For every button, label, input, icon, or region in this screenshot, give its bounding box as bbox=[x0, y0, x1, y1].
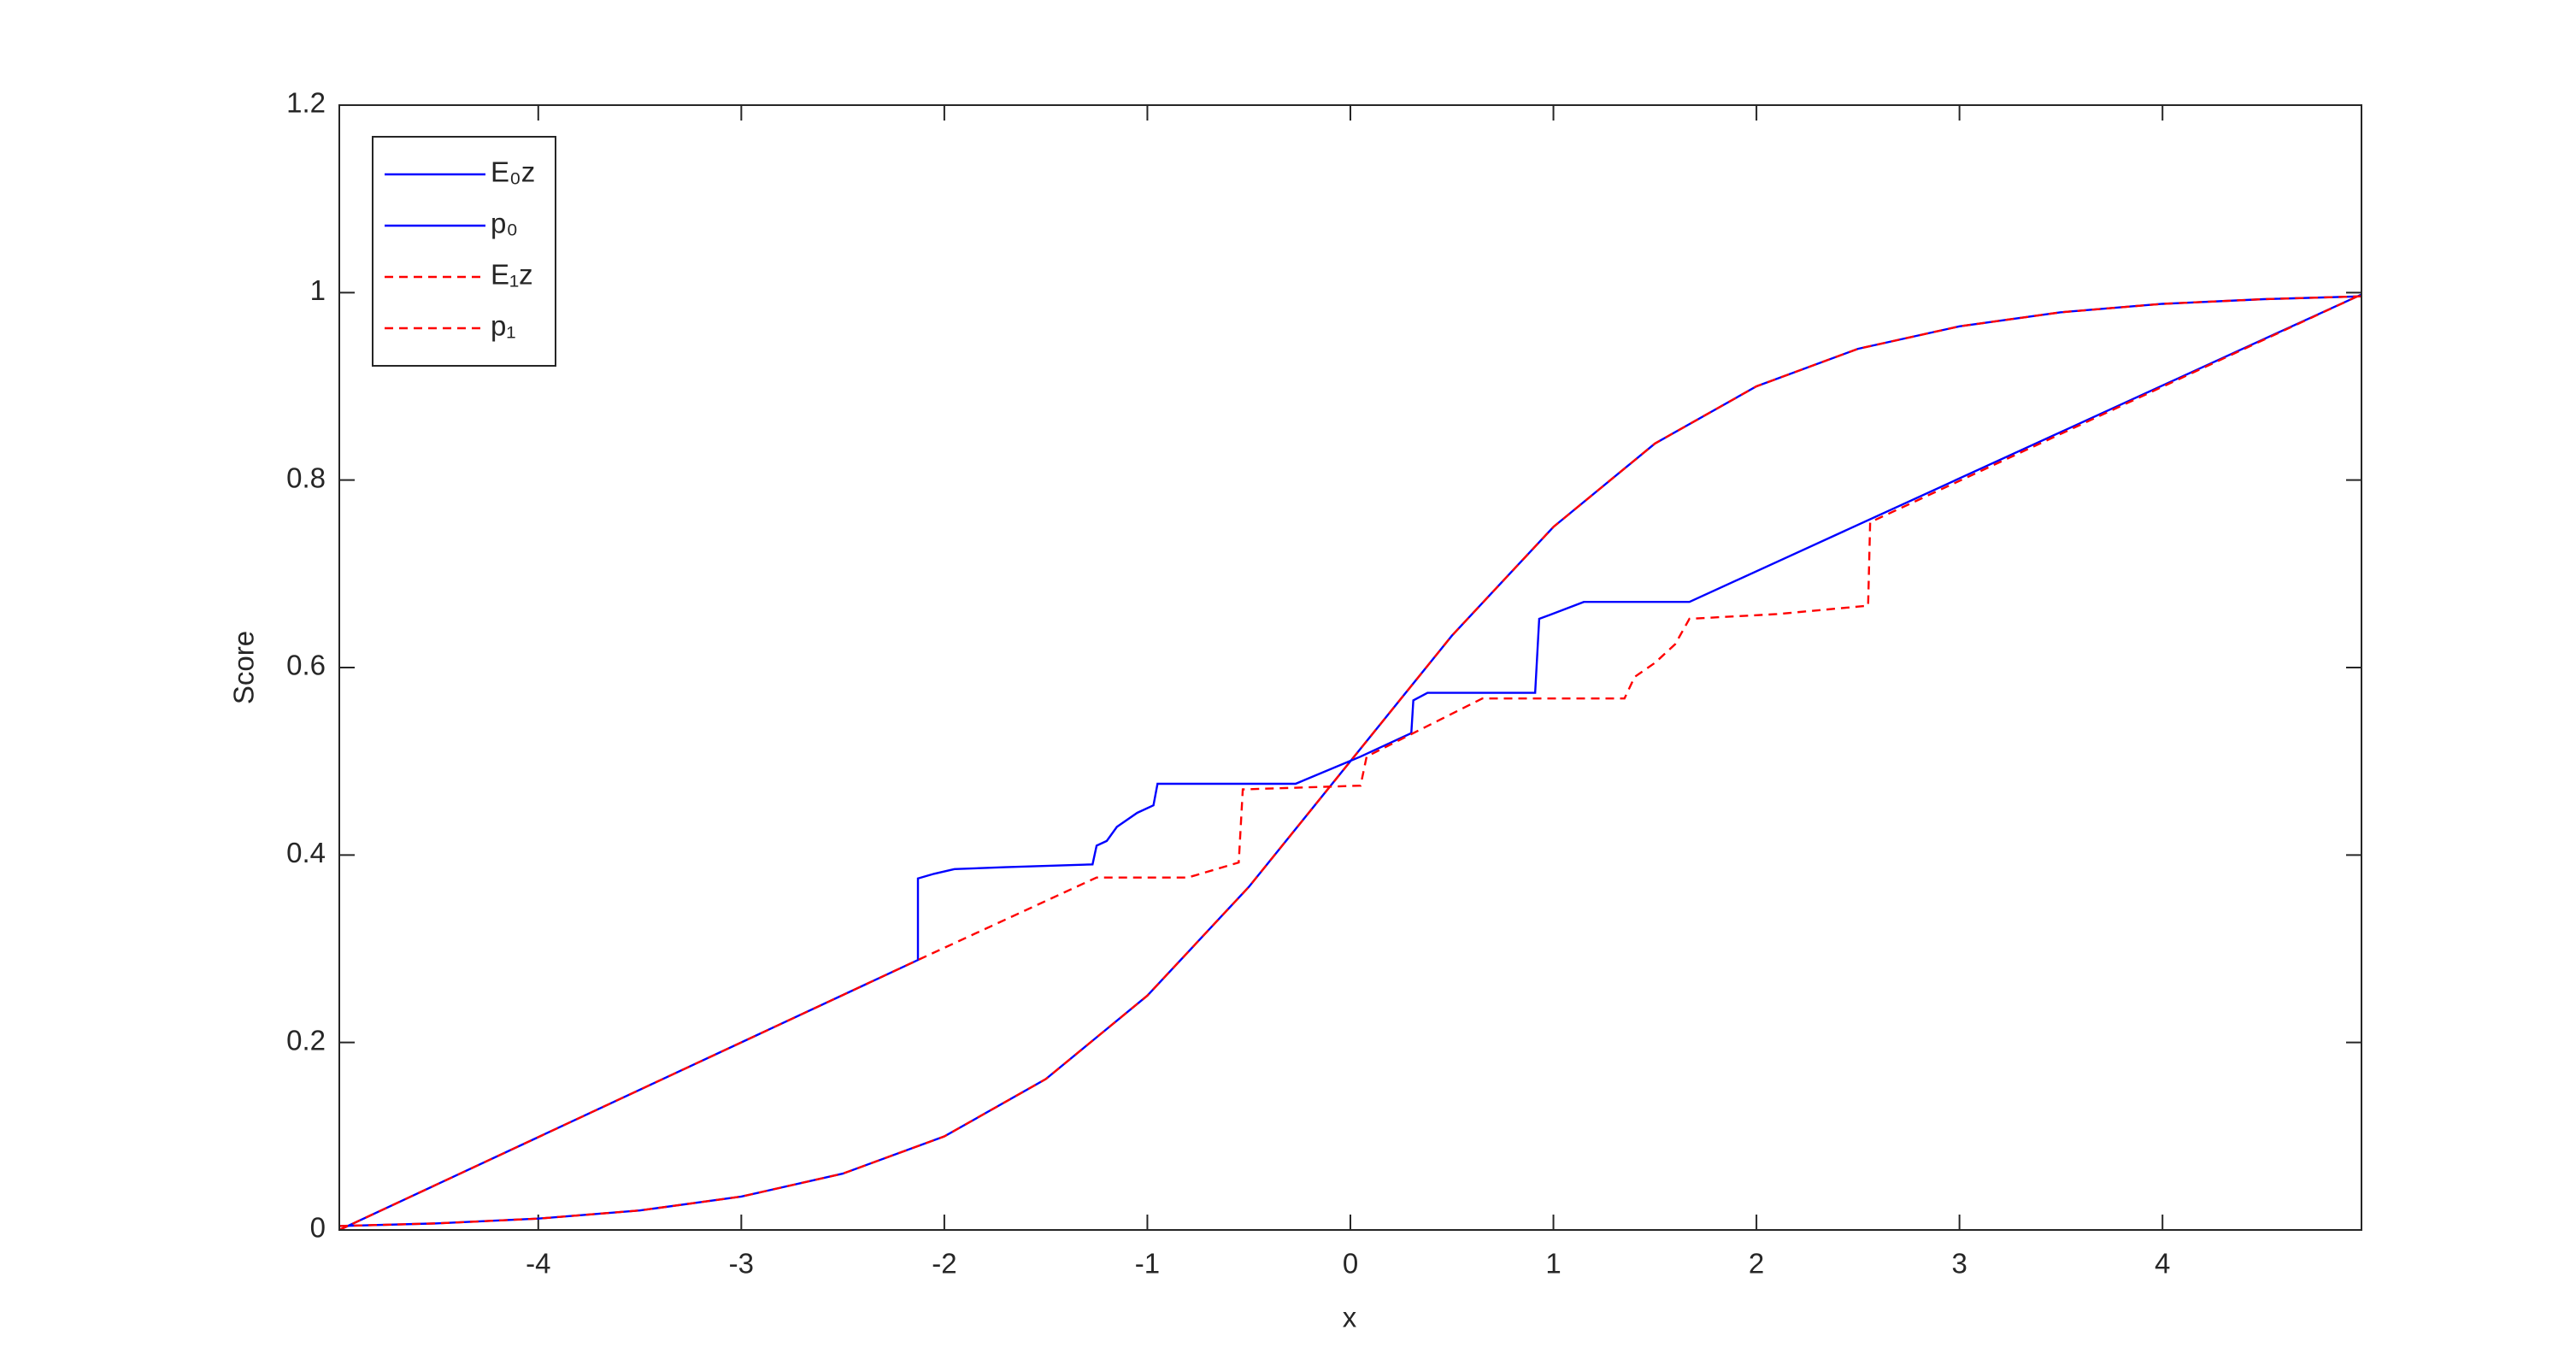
x-tick-label: 3 bbox=[1951, 1248, 1967, 1280]
y-tick-label: 0.2 bbox=[286, 1024, 326, 1056]
legend-label: p₀ bbox=[491, 208, 518, 239]
y-tick-label: 0.8 bbox=[286, 462, 326, 493]
y-tick-label: 0.4 bbox=[286, 837, 326, 868]
x-tick-label: 0 bbox=[1343, 1248, 1358, 1280]
series-line bbox=[338, 293, 2362, 1232]
series-line bbox=[338, 295, 2362, 1227]
x-tick-label: -1 bbox=[1135, 1248, 1160, 1280]
legend-label: E₁z bbox=[491, 259, 533, 291]
x-tick-label: 2 bbox=[1749, 1248, 1764, 1280]
x-tick-label: -2 bbox=[932, 1248, 956, 1280]
y-tick-label: 1.2 bbox=[286, 87, 326, 119]
x-axis-label: x bbox=[1343, 1302, 1357, 1333]
y-tick-label: 0.6 bbox=[286, 650, 326, 681]
x-tick-label: 4 bbox=[2155, 1248, 2170, 1280]
y-axis-label: Score bbox=[228, 631, 260, 704]
legend-label: E₀z bbox=[491, 156, 535, 188]
legend-label: p₁ bbox=[491, 310, 516, 342]
plot-frame bbox=[338, 104, 2362, 1231]
x-tick-label: 1 bbox=[1545, 1248, 1561, 1280]
y-tick-label: 1 bbox=[310, 274, 326, 306]
series-line bbox=[338, 293, 2362, 1232]
x-tick-label: -3 bbox=[729, 1248, 754, 1280]
x-tick-label: -4 bbox=[526, 1248, 550, 1280]
y-tick-label: 0 bbox=[310, 1212, 326, 1244]
